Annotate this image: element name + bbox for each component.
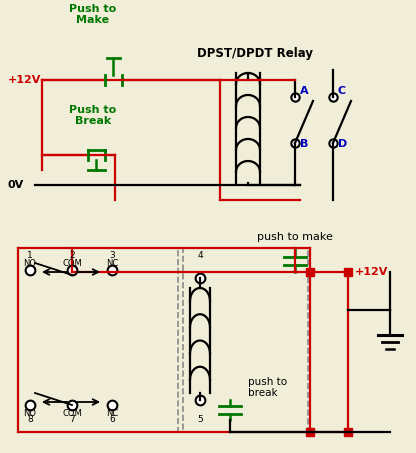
Text: B: B xyxy=(300,139,308,149)
Text: NC: NC xyxy=(106,259,118,268)
Text: NO: NO xyxy=(23,409,37,418)
Text: 5: 5 xyxy=(197,415,203,424)
Text: 0V: 0V xyxy=(8,180,24,190)
Text: 8: 8 xyxy=(27,415,33,424)
Text: push to make: push to make xyxy=(257,232,333,242)
Text: 3: 3 xyxy=(109,251,115,260)
Text: C: C xyxy=(338,86,346,96)
Text: COM: COM xyxy=(62,259,82,268)
Text: +12V: +12V xyxy=(8,75,41,85)
Text: 7: 7 xyxy=(69,415,75,424)
Text: A: A xyxy=(300,86,309,96)
Text: Break: Break xyxy=(75,116,111,126)
Text: Push to: Push to xyxy=(69,4,116,14)
Text: Make: Make xyxy=(77,15,109,25)
Bar xyxy=(183,248,308,432)
Text: Push to: Push to xyxy=(69,105,116,115)
Text: 6: 6 xyxy=(109,415,115,424)
Text: NC: NC xyxy=(106,409,118,418)
Text: NO: NO xyxy=(23,259,37,268)
Text: DPST/DPDT Relay: DPST/DPDT Relay xyxy=(197,47,313,60)
Text: 1: 1 xyxy=(27,251,33,260)
Text: 4: 4 xyxy=(197,251,203,260)
Text: COM: COM xyxy=(62,409,82,418)
Text: 2: 2 xyxy=(69,251,75,260)
Text: D: D xyxy=(338,139,347,149)
Text: break: break xyxy=(248,388,277,398)
Bar xyxy=(18,248,178,432)
Text: push to: push to xyxy=(248,377,287,387)
Text: +12V: +12V xyxy=(355,267,389,277)
